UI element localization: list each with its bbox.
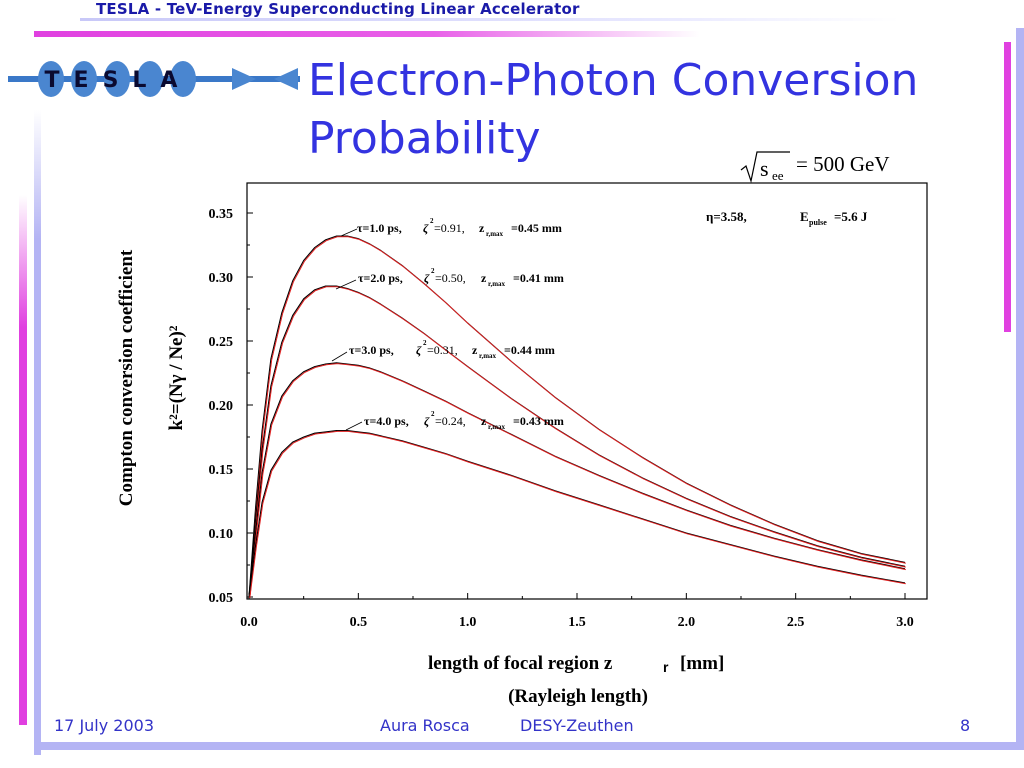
- series-line-1-fit: [249, 236, 906, 598]
- series-2-tau: τ=2.0 ps,: [358, 271, 403, 285]
- header-bar-lavender: [80, 18, 900, 21]
- plot-frame: [246, 182, 928, 600]
- x-tick-label-2: 1.0: [459, 615, 477, 630]
- y-tick-label-2: 0.15: [209, 463, 234, 478]
- series-1-zeta-sup: 2: [430, 217, 434, 225]
- bottom-bar-lavender: [34, 742, 1024, 750]
- series-1-tau: τ=1.0 ps,: [357, 221, 402, 235]
- parameters-annotation: η=3.58, E pulse =5.6 J: [706, 209, 868, 227]
- series-label-1: τ=1.0 ps, ζ 2 =0.91, z r,max =0.45 mm: [340, 217, 562, 238]
- footer-institute: DESY-Zeuthen: [520, 716, 634, 735]
- x-tick-label-1: 0.5: [350, 615, 368, 630]
- x-axis-label-line2: (Rayleigh length): [508, 686, 648, 707]
- series-3-z-val: =0.44 mm: [504, 343, 555, 357]
- eta-label: η=3.58,: [706, 209, 747, 224]
- header-title: TESLA - TeV-Energy Superconducting Linea…: [96, 0, 580, 18]
- series-3-zeta-val: =0.31,: [427, 343, 458, 357]
- x-axis-label-unit: [mm]: [680, 653, 724, 674]
- series-line-3-measured: [248, 362, 906, 598]
- left-bar-lavender: [34, 110, 41, 755]
- formula-rhs: = 500 GeV: [796, 152, 890, 176]
- series-4-tau: τ=4.0 ps,: [364, 414, 409, 428]
- y-tick-label-5: 0.30: [209, 271, 234, 286]
- y-axis-label-line2: k²=(Nγ / Ne)²: [166, 325, 187, 430]
- series-line-4-measured: [248, 430, 906, 598]
- slide-title-line1: Electron-Photon Conversion: [308, 55, 919, 106]
- series-3-z-sub: r,max: [479, 352, 497, 360]
- series-1-z: z: [479, 221, 485, 235]
- header-bar-magenta: [34, 31, 700, 37]
- series-line-4-fit: [249, 430, 906, 598]
- series-4-z-val: =0.43 mm: [513, 414, 564, 428]
- series-2-zeta-val: =0.50,: [435, 271, 466, 285]
- epulse-sub: pulse: [809, 218, 827, 227]
- x-tick-label-5: 2.5: [787, 615, 805, 630]
- right-bar-magenta: [1004, 42, 1011, 332]
- series-line-3-fit: [249, 363, 906, 598]
- right-bar-lavender: [1016, 28, 1024, 744]
- y-tick-label-0: 0.05: [209, 591, 234, 606]
- y-tick-label-3: 0.20: [209, 399, 234, 414]
- series-1-zeta: ζ: [423, 221, 429, 235]
- x-tick-label-6: 3.0: [896, 615, 914, 630]
- series-4-z-sub: r,max: [488, 423, 506, 431]
- y-tick-label-1: 0.10: [209, 527, 234, 542]
- series-2-zeta-sup: 2: [431, 267, 435, 275]
- series-1-z-val: =0.45 mm: [511, 221, 562, 235]
- series-label-2: τ=2.0 ps, ζ 2 =0.50, z r,max =0.41 mm: [335, 267, 564, 290]
- x-tick-label-4: 2.0: [678, 615, 696, 630]
- series-2-z-val: =0.41 mm: [513, 271, 564, 285]
- series-2-z-sub: r,max: [488, 280, 506, 288]
- series-4-zeta: ζ: [424, 414, 430, 428]
- y-tick-label-6: 0.35: [209, 207, 234, 222]
- series-lines: [248, 235, 906, 598]
- series-label-3: τ=3.0 ps, ζ 2 =0.31, z r,max =0.44 mm: [331, 339, 555, 362]
- formula-sub: ee: [772, 168, 784, 183]
- epulse-value: =5.6 J: [834, 209, 868, 224]
- series-3-zeta-sup: 2: [423, 339, 427, 347]
- series-1-zeta-val: =0.91,: [434, 221, 465, 235]
- x-tick-label-0: 0.0: [240, 615, 258, 630]
- series-line-2-fit: [249, 286, 906, 598]
- epulse-label: E: [800, 209, 809, 224]
- series-4-zeta-sup: 2: [431, 410, 435, 418]
- footer-page-number: 8: [960, 716, 971, 735]
- series-3-tau: τ=3.0 ps,: [349, 343, 394, 357]
- x-ticks: 0.0 0.5 1.0 1.5 2.0 2.5 3.0: [240, 593, 914, 630]
- x-axis-label-line1: length of focal region z: [428, 653, 613, 674]
- y-axis-label-line1: Compton conversion coefficient: [116, 249, 137, 506]
- series-4-zeta-val: =0.24,: [435, 414, 466, 428]
- left-bar-magenta: [19, 195, 27, 725]
- y-tick-label-4: 0.25: [209, 335, 234, 350]
- series-3-z: z: [472, 343, 478, 357]
- series-2-zeta: ζ: [424, 271, 430, 285]
- footer-date: 17 July 2003: [54, 716, 155, 735]
- footer-author: Aura Rosca: [380, 716, 470, 735]
- series-3-zeta: ζ: [416, 343, 422, 357]
- x-tick-label-3: 1.5: [568, 615, 586, 630]
- series-1-z-sub: r,max: [486, 230, 504, 238]
- logo-text: TESLA: [45, 68, 192, 93]
- series-label-4: τ=4.0 ps, ζ 2 =0.24, z r,max =0.43 mm: [345, 410, 564, 431]
- series-2-z: z: [481, 271, 487, 285]
- tesla-logo: TESLA: [8, 61, 300, 97]
- y-ticks: 0.05 0.10 0.15 0.20 0.25 0.30 0.35: [209, 207, 253, 606]
- series-4-z: z: [481, 414, 487, 428]
- energy-formula: s ee = 500 GeV: [740, 151, 890, 184]
- formula-s: s: [760, 156, 769, 181]
- x-axis-label-sub: r: [663, 659, 669, 675]
- slide-title-line2: Probability: [308, 113, 541, 164]
- slide-title: Electron-Photon Conversion Probability: [308, 52, 918, 168]
